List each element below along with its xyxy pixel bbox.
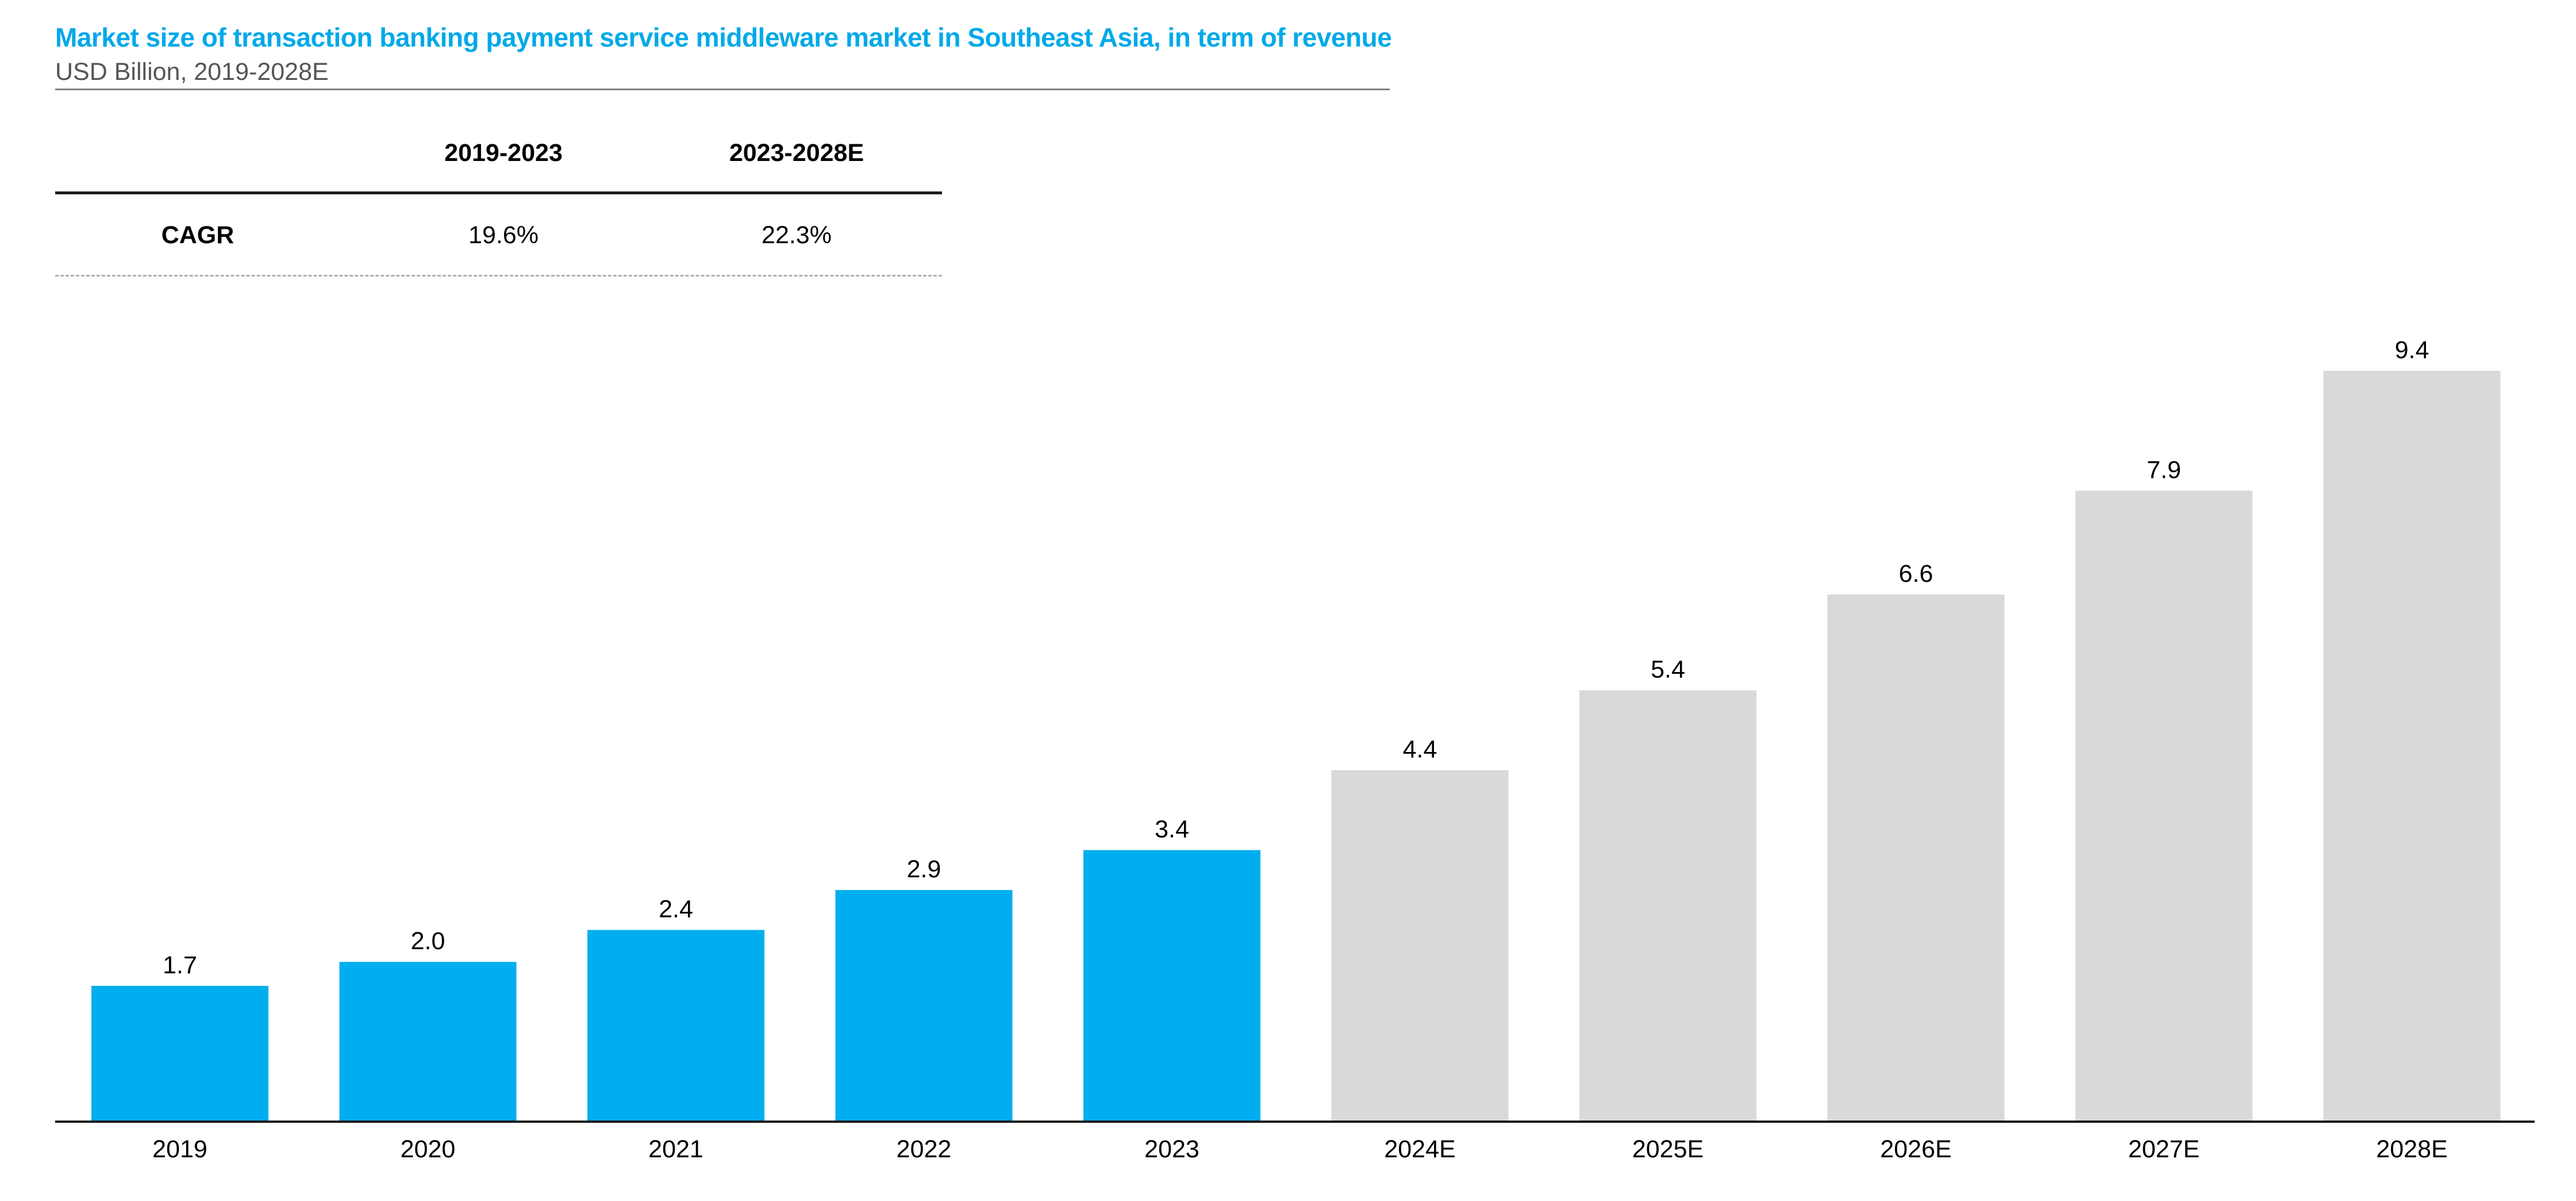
cagr-column-header-2019-2023: 2019-2023 bbox=[444, 139, 563, 167]
bar-2021 bbox=[587, 930, 764, 1122]
bar-2024e bbox=[1331, 770, 1509, 1122]
data-label-2026e: 6.6 bbox=[1899, 560, 1933, 588]
cagr-table: 2019-2023 2023-2028E CAGR 19.6% 22.3% bbox=[55, 126, 942, 277]
x-tick-label-2025e: 2025E bbox=[1632, 1135, 1704, 1163]
chart-subtitle: USD Billion, 2019-2028E bbox=[55, 58, 329, 86]
data-label-2021: 2.4 bbox=[659, 896, 693, 923]
x-tick-label-2024e: 2024E bbox=[1384, 1135, 1455, 1163]
x-tick-label-2028e: 2028E bbox=[2376, 1135, 2447, 1163]
x-tick-label-2026e: 2026E bbox=[1880, 1135, 1951, 1163]
data-label-2023: 3.4 bbox=[1155, 816, 1189, 843]
data-label-2019: 1.7 bbox=[163, 951, 197, 979]
x-tick-label-2021: 2021 bbox=[648, 1135, 703, 1163]
data-label-2025e: 5.4 bbox=[1651, 656, 1685, 684]
x-tick-label-2027e: 2027E bbox=[2128, 1135, 2200, 1163]
x-tick-label-2019: 2019 bbox=[152, 1135, 207, 1163]
data-label-2020: 2.0 bbox=[411, 927, 445, 955]
bar-2022 bbox=[835, 890, 1013, 1122]
bar-2027e bbox=[2075, 490, 2252, 1122]
bar-2025e bbox=[1579, 690, 1756, 1122]
cagr-row-label: CAGR bbox=[161, 221, 234, 249]
chart-title: Market size of transaction banking payme… bbox=[55, 22, 1392, 52]
data-label-2027e: 7.9 bbox=[2147, 456, 2181, 484]
data-label-2022: 2.9 bbox=[907, 855, 941, 883]
bar-2020 bbox=[339, 962, 517, 1122]
bar-2019 bbox=[91, 985, 268, 1122]
cagr-column-header-2023-2028e: 2023-2028E bbox=[729, 139, 864, 167]
cagr-table-header-rule bbox=[55, 191, 942, 194]
x-tick-label-2020: 2020 bbox=[401, 1135, 456, 1163]
data-label-2024e: 4.4 bbox=[1403, 736, 1437, 763]
data-label-2028e: 9.4 bbox=[2395, 336, 2429, 364]
x-tick-label-2023: 2023 bbox=[1144, 1135, 1199, 1163]
x-tick-label-2022: 2022 bbox=[897, 1135, 952, 1163]
header-divider bbox=[55, 89, 1390, 90]
bar-2028e bbox=[2323, 371, 2501, 1122]
cagr-table-bottom-rule bbox=[55, 275, 942, 277]
cagr-value-2023-2028e: 22.3% bbox=[762, 221, 832, 249]
bar-2026e bbox=[1827, 594, 2005, 1122]
cagr-value-2019-2023: 19.6% bbox=[468, 221, 539, 249]
bar-2023 bbox=[1083, 850, 1260, 1122]
